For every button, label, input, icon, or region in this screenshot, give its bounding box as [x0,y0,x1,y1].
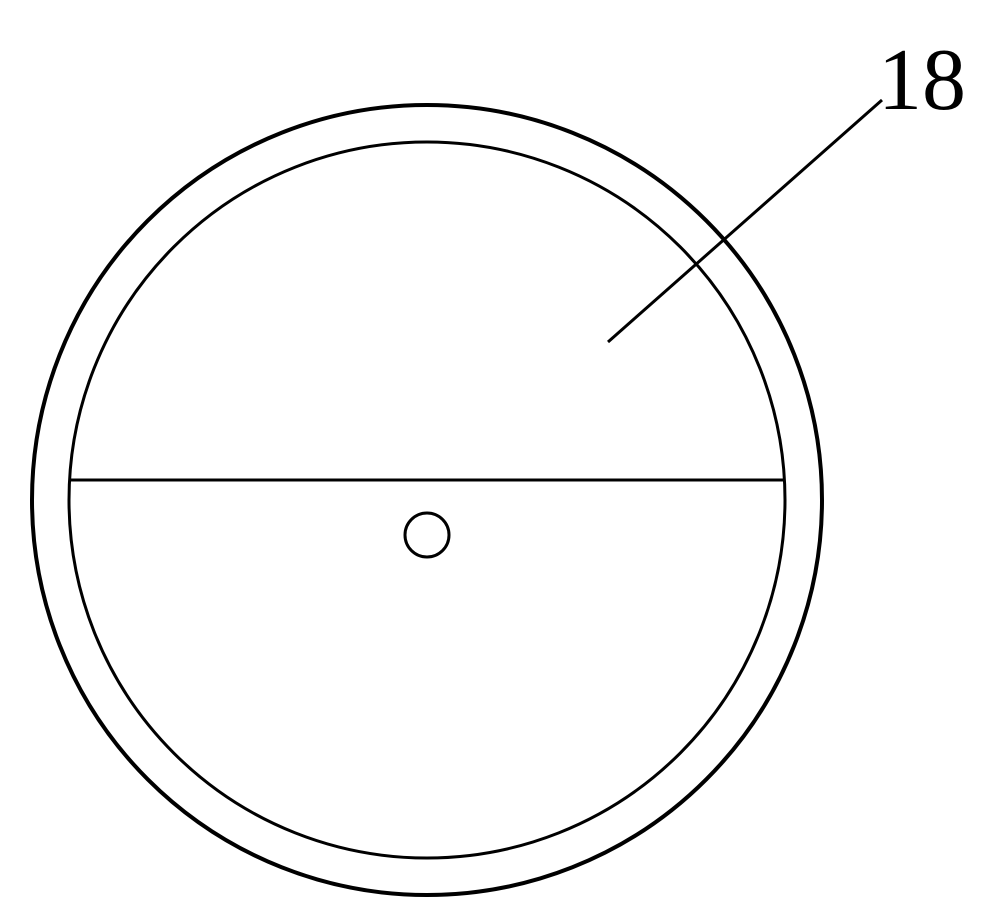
callout-label-18: 18 [878,30,966,131]
inner-circle [69,142,785,858]
diagram-canvas: 18 [0,0,1000,900]
diagram-svg [0,0,1000,900]
outer-circle [32,105,822,895]
center-hole [405,513,449,557]
